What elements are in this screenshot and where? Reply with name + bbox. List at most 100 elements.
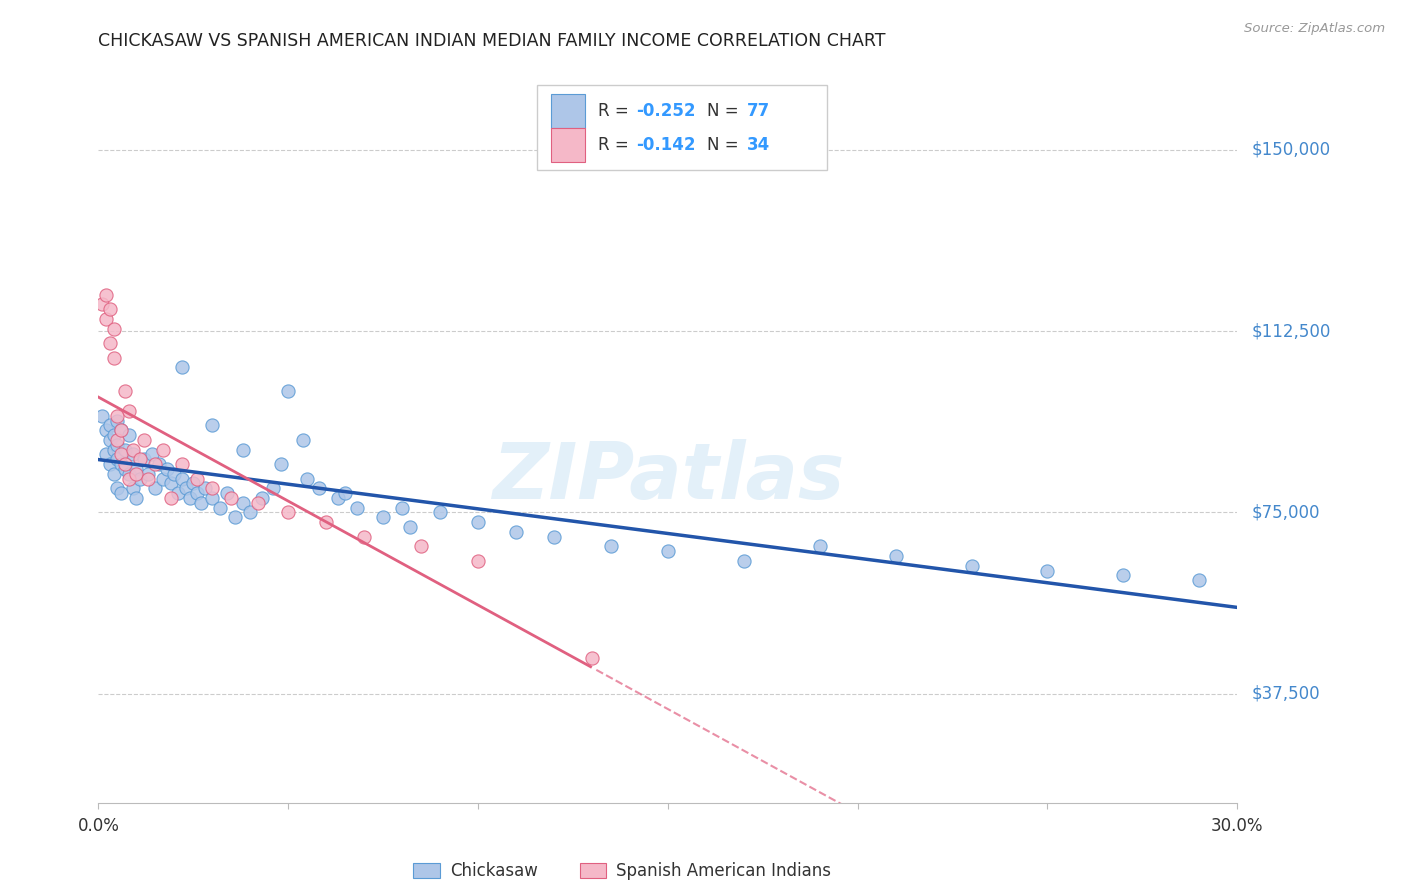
Point	[391, 500, 413, 515]
Point	[107, 409, 129, 423]
Point	[270, 457, 292, 471]
Point	[103, 351, 125, 365]
Point	[232, 496, 254, 510]
Text: $150,000: $150,000	[1251, 141, 1330, 159]
Point	[152, 472, 174, 486]
Point	[183, 476, 205, 491]
Text: R =: R =	[599, 136, 634, 154]
Point	[371, 510, 394, 524]
Point	[467, 554, 489, 568]
Point	[250, 491, 273, 505]
Point	[960, 558, 983, 573]
Text: $112,500: $112,500	[1251, 322, 1330, 340]
Point	[467, 515, 489, 529]
Point	[884, 549, 907, 563]
Point	[190, 496, 212, 510]
Point	[308, 481, 330, 495]
Point	[297, 472, 319, 486]
Point	[125, 462, 148, 476]
Point	[152, 442, 174, 457]
Point	[292, 433, 315, 447]
FancyBboxPatch shape	[537, 85, 827, 169]
Point	[125, 491, 148, 505]
Point	[145, 481, 167, 495]
Point	[246, 496, 269, 510]
Point	[114, 442, 136, 457]
Point	[91, 297, 114, 311]
Text: 77: 77	[747, 103, 769, 120]
Point	[94, 287, 117, 301]
Point	[148, 457, 170, 471]
Point	[201, 418, 224, 433]
Point	[232, 442, 254, 457]
Point	[326, 491, 349, 505]
Point	[808, 539, 831, 553]
Text: -0.142: -0.142	[636, 136, 696, 154]
Point	[110, 423, 132, 437]
Point	[429, 506, 451, 520]
Point	[98, 302, 121, 317]
Point	[103, 467, 125, 481]
Point	[156, 462, 179, 476]
Point	[98, 433, 121, 447]
Point	[136, 467, 159, 481]
Point	[145, 457, 167, 471]
Point	[1036, 564, 1059, 578]
Point	[107, 413, 129, 427]
Point	[208, 500, 231, 515]
Legend: Chickasaw, Spanish American Indians: Chickasaw, Spanish American Indians	[406, 855, 838, 887]
Point	[581, 650, 603, 665]
Point	[733, 554, 755, 568]
Text: $75,000: $75,000	[1251, 503, 1320, 522]
Point	[110, 486, 132, 500]
Point	[167, 486, 190, 500]
Point	[107, 481, 129, 495]
Point	[163, 467, 186, 481]
Point	[110, 423, 132, 437]
Point	[129, 452, 152, 467]
Point	[121, 447, 143, 461]
Point	[107, 433, 129, 447]
Point	[132, 452, 155, 467]
Point	[121, 442, 143, 457]
Point	[277, 384, 299, 399]
Point	[224, 510, 246, 524]
Point	[186, 486, 208, 500]
Point	[107, 452, 129, 467]
Point	[118, 472, 141, 486]
Point	[121, 481, 143, 495]
Point	[217, 486, 239, 500]
Point	[600, 539, 623, 553]
Point	[505, 524, 527, 539]
Point	[174, 481, 197, 495]
Text: $37,500: $37,500	[1251, 685, 1320, 703]
Point	[103, 321, 125, 335]
Point	[1112, 568, 1135, 582]
Point	[543, 530, 565, 544]
Point	[335, 486, 357, 500]
Point	[315, 515, 337, 529]
Point	[141, 447, 163, 461]
Point	[170, 457, 193, 471]
Point	[118, 404, 141, 418]
Point	[114, 384, 136, 399]
Point	[159, 476, 181, 491]
Point	[353, 530, 375, 544]
Point	[277, 506, 299, 520]
Point	[103, 428, 125, 442]
FancyBboxPatch shape	[551, 95, 585, 128]
Point	[114, 462, 136, 476]
Point	[398, 520, 420, 534]
Text: N =: N =	[707, 103, 744, 120]
Point	[194, 481, 217, 495]
Point	[91, 409, 114, 423]
Point	[110, 447, 132, 461]
Text: Source: ZipAtlas.com: Source: ZipAtlas.com	[1244, 22, 1385, 36]
Text: N =: N =	[707, 136, 744, 154]
Point	[179, 491, 201, 505]
Point	[201, 481, 224, 495]
Point	[98, 336, 121, 351]
Point	[125, 467, 148, 481]
Point	[114, 457, 136, 471]
Point	[239, 506, 262, 520]
